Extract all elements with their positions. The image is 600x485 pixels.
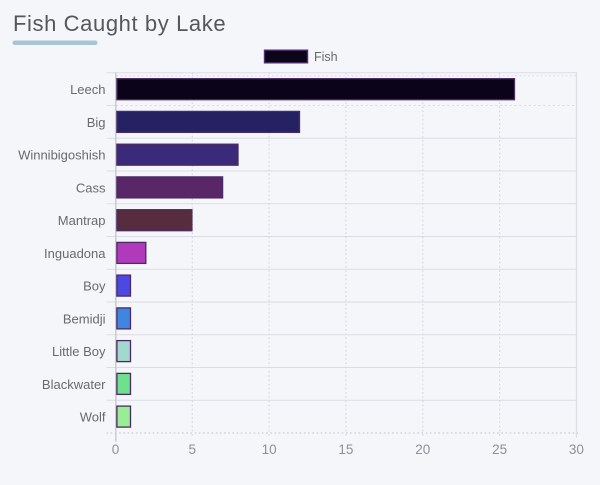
svg-text:Mantrap: Mantrap xyxy=(58,213,106,228)
svg-text:25: 25 xyxy=(492,442,507,457)
svg-text:Winnibigoshish: Winnibigoshish xyxy=(18,148,105,163)
svg-text:Blackwater: Blackwater xyxy=(42,377,106,392)
svg-text:Bemidji: Bemidji xyxy=(63,311,106,326)
svg-text:10: 10 xyxy=(262,442,277,457)
svg-text:Inguadona: Inguadona xyxy=(44,246,106,261)
svg-text:15: 15 xyxy=(338,442,353,457)
svg-text:5: 5 xyxy=(189,442,197,457)
svg-text:0: 0 xyxy=(112,442,120,457)
svg-text:Fish: Fish xyxy=(314,50,338,64)
svg-text:Little Boy: Little Boy xyxy=(52,344,106,359)
svg-text:Wolf: Wolf xyxy=(80,410,106,425)
svg-text:20: 20 xyxy=(415,442,430,457)
svg-text:30: 30 xyxy=(569,442,584,457)
svg-text:Fish Caught by Lake: Fish Caught by Lake xyxy=(13,11,226,36)
svg-text:Boy: Boy xyxy=(83,279,106,294)
svg-text:Leech: Leech xyxy=(70,82,105,97)
svg-text:Cass: Cass xyxy=(76,180,106,195)
svg-text:Big: Big xyxy=(87,115,106,130)
